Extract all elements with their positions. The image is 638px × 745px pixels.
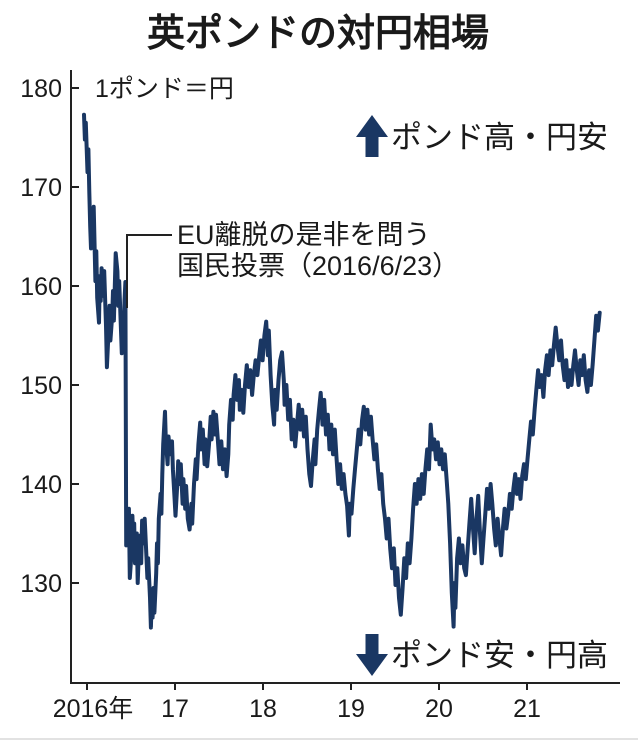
pound-low-label: ポンド安・円高 <box>391 638 608 673</box>
down-arrow-icon <box>356 634 388 676</box>
y-tick-label-150: 150 <box>20 372 62 400</box>
x-tick-label-2019: 19 <box>337 695 365 723</box>
pound-high-label: ポンド高・円安 <box>391 120 608 155</box>
referendum-callout-line <box>126 234 172 308</box>
y-axis-ticks <box>71 87 79 584</box>
x-tick-label-2017: 17 <box>161 695 189 723</box>
x-tick-label-2020: 20 <box>425 695 453 723</box>
unit-label: 1ポンド＝円 <box>95 75 234 103</box>
chart-title: 英ポンドの対円相場 <box>147 13 489 55</box>
x-axis-labels: 2016年 17 18 19 20 21 <box>53 695 541 723</box>
x-tick-label-2016: 2016年 <box>53 695 134 723</box>
referendum-annotation-line1: EU離脱の是非を問う <box>177 220 431 250</box>
y-tick-label-170: 170 <box>20 174 62 202</box>
y-tick-label-140: 140 <box>20 471 62 499</box>
referendum-annotation-line2: 国民投票（2016/6/23） <box>177 251 459 281</box>
y-tick-label-160: 160 <box>20 273 62 301</box>
x-tick-label-2021: 21 <box>513 695 541 723</box>
y-tick-label-130: 130 <box>20 570 62 598</box>
x-axis-ticks <box>86 683 528 690</box>
axes-lines <box>70 70 620 684</box>
gbpjpy-series-line <box>82 112 602 630</box>
bottom-divider <box>0 738 638 740</box>
y-tick-label-180: 180 <box>20 75 62 103</box>
up-arrow-icon <box>356 115 388 157</box>
x-tick-label-2018: 18 <box>249 695 277 723</box>
y-axis-labels: 180 170 160 150 140 130 <box>20 75 62 598</box>
